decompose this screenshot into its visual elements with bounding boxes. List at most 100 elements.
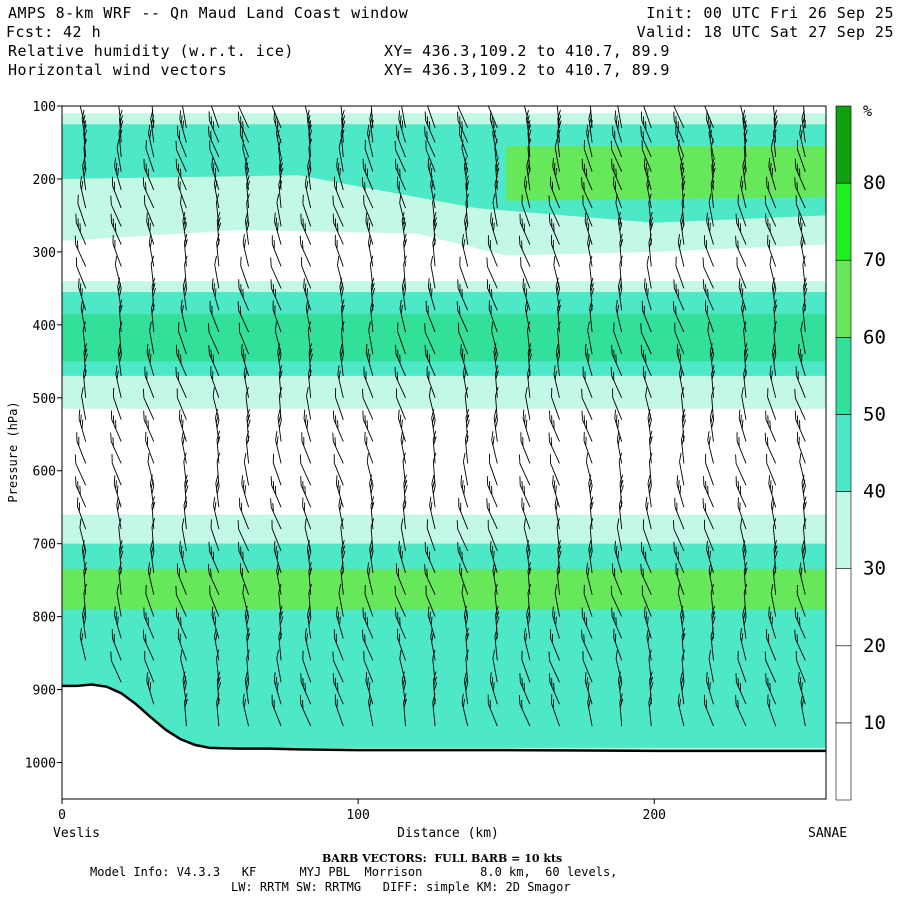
wind-barb [150, 540, 155, 573]
wind-barb [81, 540, 87, 573]
wind-barb [615, 194, 623, 227]
wind-barb [737, 497, 747, 530]
wind-barb [486, 498, 498, 530]
wind-barb [487, 235, 498, 267]
wind-barb [366, 562, 374, 595]
wind-barb [216, 671, 222, 705]
wind-barb [243, 452, 250, 486]
wind-barb [735, 213, 747, 245]
wind-barb [549, 454, 560, 486]
wind-barb [522, 278, 531, 311]
wind-barb [425, 300, 436, 333]
wind-barb [211, 278, 220, 311]
wind-barb [178, 409, 187, 442]
wind-barb [398, 540, 406, 574]
wind-barb [673, 279, 685, 311]
wind-barb [149, 474, 155, 508]
wind-barb [211, 606, 220, 639]
wind-barb [743, 562, 748, 595]
wind-barb [277, 343, 282, 376]
wind-barb [486, 476, 498, 508]
y-tick-label: 600 [33, 465, 56, 480]
wind-barb [364, 431, 374, 464]
wind-barb [271, 694, 282, 727]
wind-barb [146, 343, 155, 377]
wind-barb [340, 562, 345, 595]
wind-barb [589, 299, 594, 333]
wind-barb [339, 343, 345, 376]
wind-barb [216, 233, 221, 267]
wind-barb [767, 388, 777, 420]
y-tick-label: 400 [33, 319, 56, 334]
wind-barb [526, 540, 531, 573]
wind-barb [303, 409, 312, 442]
wind-barb [243, 365, 250, 398]
wind-barb [617, 106, 623, 128]
wind-barb [492, 193, 498, 227]
wind-barb [238, 322, 250, 355]
wind-barb [180, 299, 187, 333]
wind-barb [143, 607, 155, 639]
wind-barb [521, 497, 531, 530]
wind-barb [369, 540, 374, 573]
wind-barb [612, 388, 623, 420]
wind-barb [554, 496, 560, 530]
wind-barb [394, 158, 406, 191]
wind-barb [332, 410, 344, 442]
wind-barb [242, 234, 250, 267]
wind-barb [279, 605, 284, 639]
wind-barb [208, 323, 220, 355]
wind-barb [110, 213, 122, 245]
wind-barb [242, 693, 250, 727]
wind-barb [396, 125, 406, 158]
wind-barb [341, 540, 346, 573]
wind-barb [270, 476, 282, 508]
colorbar-segment [835, 645, 852, 724]
wind-barb [332, 432, 344, 464]
wind-barb [369, 255, 374, 289]
xy-range-2: XY= 436.3,109.2 to 410.7, 89.9 [384, 61, 670, 79]
wind-barb [430, 627, 436, 661]
wind-barb [465, 193, 469, 227]
wind-barb [796, 139, 806, 172]
wind-barb [795, 195, 806, 227]
wind-barb [176, 563, 187, 595]
wind-barb [333, 454, 344, 486]
wind-barb [244, 157, 250, 190]
wind-barb [395, 344, 406, 377]
wind-barb [711, 365, 716, 398]
wind-barb [151, 496, 156, 530]
wind-barb [307, 321, 312, 355]
wind-barb [640, 541, 652, 574]
wind-barb [616, 430, 623, 464]
wind-barb [368, 321, 374, 355]
wind-barb [79, 628, 87, 661]
wind-barb [764, 195, 777, 227]
wind-barb [82, 605, 87, 639]
init-time: Init: 00 UTC Fri 26 Sep 25 [646, 4, 894, 22]
wind-barb [332, 673, 344, 705]
wind-barb [431, 408, 436, 442]
wind-barb [613, 176, 623, 209]
wind-barb [589, 518, 594, 552]
y-tick-label: 1000 [25, 757, 56, 772]
wind-barb [363, 366, 374, 398]
wind-barb [742, 540, 747, 573]
wind-barb [394, 585, 406, 617]
wind-barb [772, 124, 777, 158]
wind-barb [742, 157, 747, 190]
wind-barb [672, 520, 685, 552]
wind-barb [795, 366, 806, 398]
wind-barb [175, 158, 187, 191]
wind-barb [676, 343, 685, 377]
wind-barb [149, 321, 155, 355]
wind-barb [276, 193, 282, 227]
wind-barb [216, 211, 222, 245]
wind-barb [81, 387, 87, 420]
wind-barb [765, 213, 777, 245]
wind-barb [424, 344, 436, 377]
wind-barb [581, 177, 593, 209]
wind-barb [554, 139, 560, 172]
wind-barb [640, 111, 652, 143]
wind-barb [494, 175, 499, 209]
